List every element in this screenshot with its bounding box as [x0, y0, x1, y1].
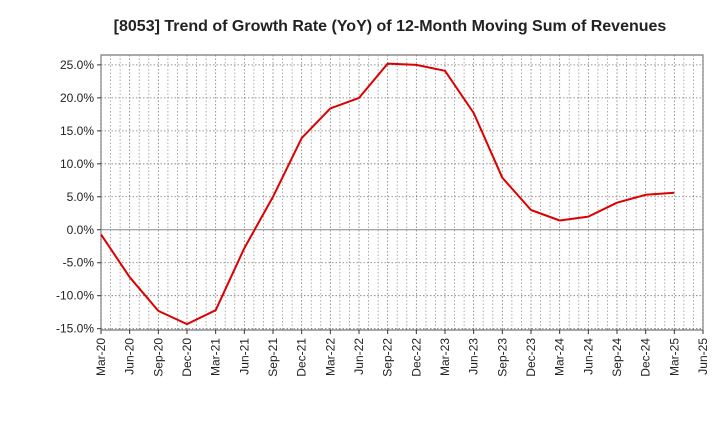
x-tick-label: Dec-21 [295, 338, 309, 377]
x-tick-label: Dec-20 [180, 338, 194, 377]
x-tick-label: Dec-22 [409, 338, 423, 377]
x-tick-label: Dec-24 [639, 338, 653, 377]
y-tick-label: 20.0% [60, 91, 94, 105]
x-tick-label: Sep-23 [495, 338, 509, 377]
x-tick-label: Mar-21 [209, 338, 223, 376]
x-tick-label: Mar-20 [94, 338, 108, 376]
x-tick-label: Sep-20 [151, 338, 165, 377]
gridlines [100, 55, 704, 330]
series-group [100, 62, 675, 326]
plot-area [100, 54, 704, 331]
x-tick-label: Mar-25 [667, 338, 681, 376]
y-tick-label: 0.0% [67, 223, 95, 237]
x-tick-label: Jun-22 [352, 338, 366, 375]
x-tick-label: Jun-24 [581, 338, 595, 375]
y-tick-label: 25.0% [60, 58, 94, 72]
x-tick-label: Dec-23 [524, 338, 538, 377]
x-axis-ticks: Mar-20 Jun-20 Sep-20 Dec-20 Mar-21 Jun-21 Sep-… [94, 330, 710, 377]
y-tick-label: -5.0% [63, 256, 95, 270]
x-tick-label: Mar-23 [438, 338, 452, 376]
x-tick-label: Jun-21 [237, 338, 251, 375]
x-tick-label: Sep-22 [381, 338, 395, 377]
y-tick-label: 15.0% [60, 124, 94, 138]
y-tick-label: 5.0% [67, 190, 95, 204]
y-axis-ticks: 25.0% 20.0% 15.0% 10.0% 5.0% 0.0% -5.0% -10.0% -… [56, 58, 101, 336]
x-tick-label: Jun-25 [696, 338, 710, 375]
chart-title: [8053] Trend of Growth Rate (YoY) of 12-… [114, 18, 667, 35]
x-tick-label: Sep-21 [266, 338, 280, 377]
series-line [100, 62, 675, 326]
y-tick-label: -15.0% [56, 322, 94, 336]
y-tick-label: 10.0% [60, 157, 94, 171]
x-tick-label: Jun-23 [467, 338, 481, 375]
y-tick-label: -10.0% [56, 289, 94, 303]
x-tick-label: Mar-22 [323, 338, 337, 376]
x-tick-label: Sep-24 [610, 338, 624, 377]
x-tick-label: Mar-24 [553, 338, 567, 376]
x-tick-label: Jun-20 [123, 338, 137, 375]
